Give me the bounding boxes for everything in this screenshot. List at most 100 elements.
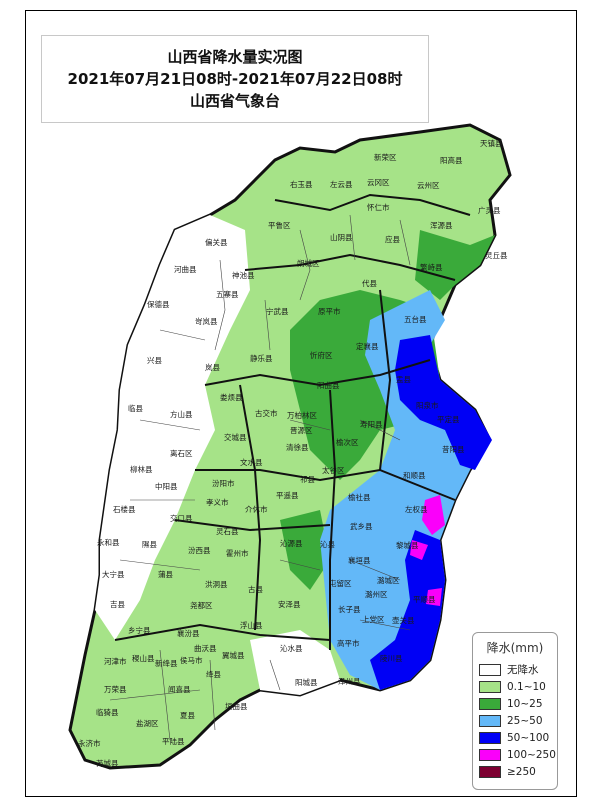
county-label: 榆次区 <box>336 437 359 447</box>
county-label: 原平市 <box>318 306 341 316</box>
county-label: 应县 <box>385 234 400 244</box>
county-label: 兴县 <box>147 356 162 365</box>
county-label: 方山县 <box>170 409 193 419</box>
county-label: 晋源区 <box>290 426 313 435</box>
blue-50-100-southeast <box>370 530 445 690</box>
county-label: 偏关县 <box>205 237 228 247</box>
county-label: 长子县 <box>338 604 361 614</box>
map-issuer: 山西省气象台 <box>189 92 280 110</box>
county-label: 闻喜县 <box>168 684 191 694</box>
county-label: 曲沃县 <box>194 643 217 653</box>
county-label: 繁峙县 <box>420 262 443 272</box>
county-label: 吉县 <box>110 600 125 609</box>
county-label: 乡宁县 <box>128 625 151 635</box>
county-label: 娄烦县 <box>220 392 243 402</box>
county-label: 蒲县 <box>158 569 173 579</box>
county-label: 山阴县 <box>330 232 353 242</box>
county-label: 阳高县 <box>440 155 463 165</box>
county-label: 稷山县 <box>132 653 155 663</box>
county-label: 新荣区 <box>374 152 397 162</box>
legend-label: 100~250 <box>507 748 556 761</box>
county-label: 广灵县 <box>478 205 501 215</box>
county-label: 保德县 <box>147 299 170 309</box>
no-rain-south <box>250 630 340 695</box>
magenta-100-250-a <box>422 495 445 535</box>
county-labels: 天镇县 阳高县 新荣区 左云县 云冈区 云州区 右玉县 广灵县 怀仁市 浑源县 … <box>78 138 508 768</box>
county-label: 清徐县 <box>286 442 309 452</box>
county-label: 沁源县 <box>280 538 303 548</box>
county-label: 右玉县 <box>290 179 313 189</box>
county-label: 襄垣县 <box>348 555 371 565</box>
county-label: 上党区 <box>362 614 385 624</box>
county-label: 泽州县 <box>338 677 361 686</box>
legend-item: 100~250 <box>479 746 557 763</box>
legend-label: 0.1~10 <box>507 680 546 693</box>
county-boundaries <box>109 214 411 741</box>
legend-item: 25~50 <box>479 712 557 729</box>
county-label: 云州区 <box>417 181 440 190</box>
county-label: 绛县 <box>206 669 221 679</box>
legend-item: ≥250 <box>479 763 557 780</box>
county-label: 孝义市 <box>206 497 229 507</box>
county-label: 隰县 <box>142 539 157 549</box>
county-label: 潞城区 <box>377 575 400 585</box>
county-label: 平顺县 <box>413 595 436 604</box>
county-label: 大宁县 <box>102 569 125 579</box>
prefecture-boundaries <box>114 193 471 650</box>
county-label: 五台县 <box>404 314 427 324</box>
county-label: 天镇县 <box>480 138 503 148</box>
legend-swatch <box>479 697 501 710</box>
county-label: 黎城县 <box>396 540 419 550</box>
map-frame <box>25 10 577 797</box>
county-label: 阳城县 <box>295 678 318 687</box>
county-label: 岢岚县 <box>195 317 218 326</box>
county-label: 武乡县 <box>350 521 373 531</box>
county-label: 沁水县 <box>280 643 303 653</box>
county-label: 霍州市 <box>226 548 249 558</box>
county-label: 安泽县 <box>278 599 301 609</box>
county-label: 榆社县 <box>348 492 371 502</box>
legend-swatch <box>479 680 501 693</box>
county-label: 祁县 <box>300 474 315 484</box>
county-label: 洪洞县 <box>205 579 228 589</box>
county-label: 神池县 <box>232 270 255 280</box>
county-label: 介休市 <box>245 504 268 514</box>
county-label: 中阳县 <box>155 481 178 491</box>
county-label: 定襄县 <box>356 341 379 351</box>
county-label: 汾阳市 <box>212 478 235 488</box>
county-label: 左权县 <box>405 504 428 514</box>
county-label: 平定县 <box>437 414 460 424</box>
legend-label: 50~100 <box>507 731 550 744</box>
county-label: 浑源县 <box>430 221 453 230</box>
county-label: 河曲县 <box>174 264 197 274</box>
magenta-100-250-b <box>410 540 428 560</box>
county-label: 阳曲县 <box>317 380 340 390</box>
county-label: 文水县 <box>240 457 263 467</box>
county-label: 万荣县 <box>104 684 127 694</box>
legend-label: 25~50 <box>507 714 543 727</box>
legend-item: 0.1~10 <box>479 678 557 695</box>
county-label: 万柏林区 <box>287 410 317 420</box>
county-label: 灵石县 <box>216 527 239 536</box>
legend-swatch <box>479 748 501 761</box>
county-label: 和顺县 <box>403 471 426 480</box>
legend-swatch <box>479 765 501 778</box>
county-label: 壶关县 <box>392 615 415 625</box>
county-label: 平遥县 <box>276 490 299 500</box>
county-label: 夏县 <box>180 711 195 720</box>
county-label: 永济市 <box>78 738 101 748</box>
county-label: 静乐县 <box>250 353 273 363</box>
no-rain-west <box>95 215 250 640</box>
legend-item: 50~100 <box>479 729 557 746</box>
map-title-box: 山西省降水量实况图 2021年07月21日08时-2021年07月22日08时 … <box>41 35 429 123</box>
legend-swatch <box>479 731 501 744</box>
county-label: 浮山县 <box>240 620 263 630</box>
county-label: 岚县 <box>205 363 220 372</box>
magenta-100-250-c <box>426 588 442 606</box>
county-label: 五寨县 <box>216 289 239 299</box>
county-label: 离石区 <box>170 448 193 458</box>
county-label: 尧都区 <box>190 600 213 610</box>
county-label: 古县 <box>248 584 263 594</box>
county-label: 新绛县 <box>155 658 178 668</box>
